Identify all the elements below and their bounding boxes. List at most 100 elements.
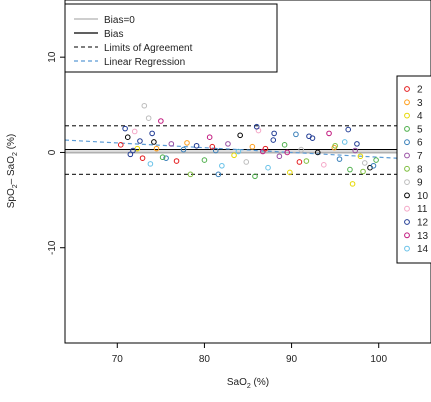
main-legend-box xyxy=(64,3,278,73)
subject-legend-marker xyxy=(404,99,410,106)
subject-legend-label: 10 xyxy=(417,191,429,202)
data-point xyxy=(149,130,155,137)
data-point xyxy=(345,126,352,133)
data-point xyxy=(332,142,338,149)
data-point xyxy=(293,131,299,138)
subject-legend-label: 5 xyxy=(417,124,423,135)
x-tick-label: 80 xyxy=(199,354,211,365)
data-point xyxy=(159,154,166,161)
data-point xyxy=(243,159,250,165)
subject-legend-label: 14 xyxy=(417,244,429,255)
subject-legend-label: 4 xyxy=(417,111,423,122)
data-point xyxy=(137,138,143,144)
data-point xyxy=(122,125,128,132)
data-point xyxy=(276,153,283,160)
data-point xyxy=(262,145,269,152)
data-point xyxy=(141,102,148,109)
data-point xyxy=(184,140,190,146)
data-point xyxy=(360,168,366,175)
subject-legend-marker xyxy=(404,192,410,199)
data-point xyxy=(173,158,180,164)
subject-legend-label: 7 xyxy=(417,151,423,162)
subject-legend-box xyxy=(396,75,431,264)
subject-legend: 2 3 4 5 6 7 8 9 10 11 12 13 14 xyxy=(396,75,431,264)
plot-lines xyxy=(64,125,431,175)
data-point xyxy=(298,146,304,153)
data-point xyxy=(158,118,164,124)
data-point xyxy=(354,141,360,147)
data-point xyxy=(341,139,348,145)
data-point xyxy=(296,159,303,165)
data-point xyxy=(180,146,187,153)
subject-legend-marker xyxy=(404,139,410,146)
data-point xyxy=(321,162,327,168)
subject-legend-marker xyxy=(404,232,410,239)
data-point xyxy=(130,147,136,154)
legend-label-limits: Limits of Agreement xyxy=(104,43,193,54)
y-tick-label: 10 xyxy=(47,51,58,63)
data-point xyxy=(361,160,368,166)
points-layer xyxy=(117,102,379,187)
y-tick-label: -10 xyxy=(47,240,58,255)
legend-label-bias: Bias xyxy=(104,29,123,40)
data-point xyxy=(271,130,277,137)
data-point xyxy=(235,148,242,155)
data-point xyxy=(303,158,310,164)
data-point xyxy=(336,156,343,162)
x-tick-label: 90 xyxy=(286,354,298,365)
x-axis-title: SaO2 (%) xyxy=(227,377,269,390)
data-point xyxy=(347,166,353,173)
data-point xyxy=(281,142,288,148)
subject-legend-label: 3 xyxy=(417,98,423,109)
data-point xyxy=(139,155,146,161)
legend-label-bias-zero: Bias=0 xyxy=(104,15,135,26)
data-point xyxy=(357,153,364,160)
subject-legend-marker xyxy=(404,219,410,225)
data-point xyxy=(326,130,332,137)
data-point xyxy=(349,181,356,187)
axes-layer: 70 80 90 100 -10 0 10 xyxy=(47,51,387,365)
data-point xyxy=(134,145,141,152)
data-point xyxy=(168,141,175,147)
data-point xyxy=(193,142,200,149)
plot-frame xyxy=(64,0,431,344)
subject-legend-marker xyxy=(404,86,410,92)
subject-legend-marker xyxy=(404,125,410,132)
subject-legend-marker xyxy=(404,179,410,186)
data-point xyxy=(249,143,256,150)
main-legend: Bias=0 Bias Limits of Agreement Linear R… xyxy=(64,3,278,73)
y-tick-label: 0 xyxy=(47,149,58,155)
data-point xyxy=(147,161,154,167)
data-point xyxy=(252,173,258,180)
data-point xyxy=(219,162,225,169)
data-point xyxy=(127,151,134,158)
data-point xyxy=(201,157,208,163)
data-point xyxy=(373,157,379,163)
data-point xyxy=(253,123,260,130)
subject-legend-label: 11 xyxy=(417,204,428,215)
data-point xyxy=(225,141,231,147)
y-axis-title: SpO2– SaO2 (%) xyxy=(6,134,19,209)
data-point xyxy=(215,171,222,178)
data-point xyxy=(314,149,321,156)
subject-legend-marker xyxy=(404,205,410,212)
data-point xyxy=(153,145,160,152)
data-point xyxy=(151,139,157,145)
data-point xyxy=(206,134,213,140)
data-point xyxy=(145,115,152,121)
subject-legend-label: 13 xyxy=(417,231,429,242)
data-point xyxy=(117,142,124,148)
subject-legend-marker xyxy=(404,152,410,159)
legend-label-regression: Linear Regression xyxy=(104,57,185,68)
data-point xyxy=(163,155,169,161)
data-point xyxy=(231,152,237,159)
subject-legend-label: 12 xyxy=(417,218,429,229)
data-point xyxy=(131,128,138,135)
data-point xyxy=(270,137,277,143)
data-point xyxy=(370,162,377,169)
subject-legend-marker xyxy=(404,112,410,119)
subject-legend-label: 8 xyxy=(417,164,423,175)
data-point xyxy=(237,132,243,139)
data-point xyxy=(306,133,312,140)
